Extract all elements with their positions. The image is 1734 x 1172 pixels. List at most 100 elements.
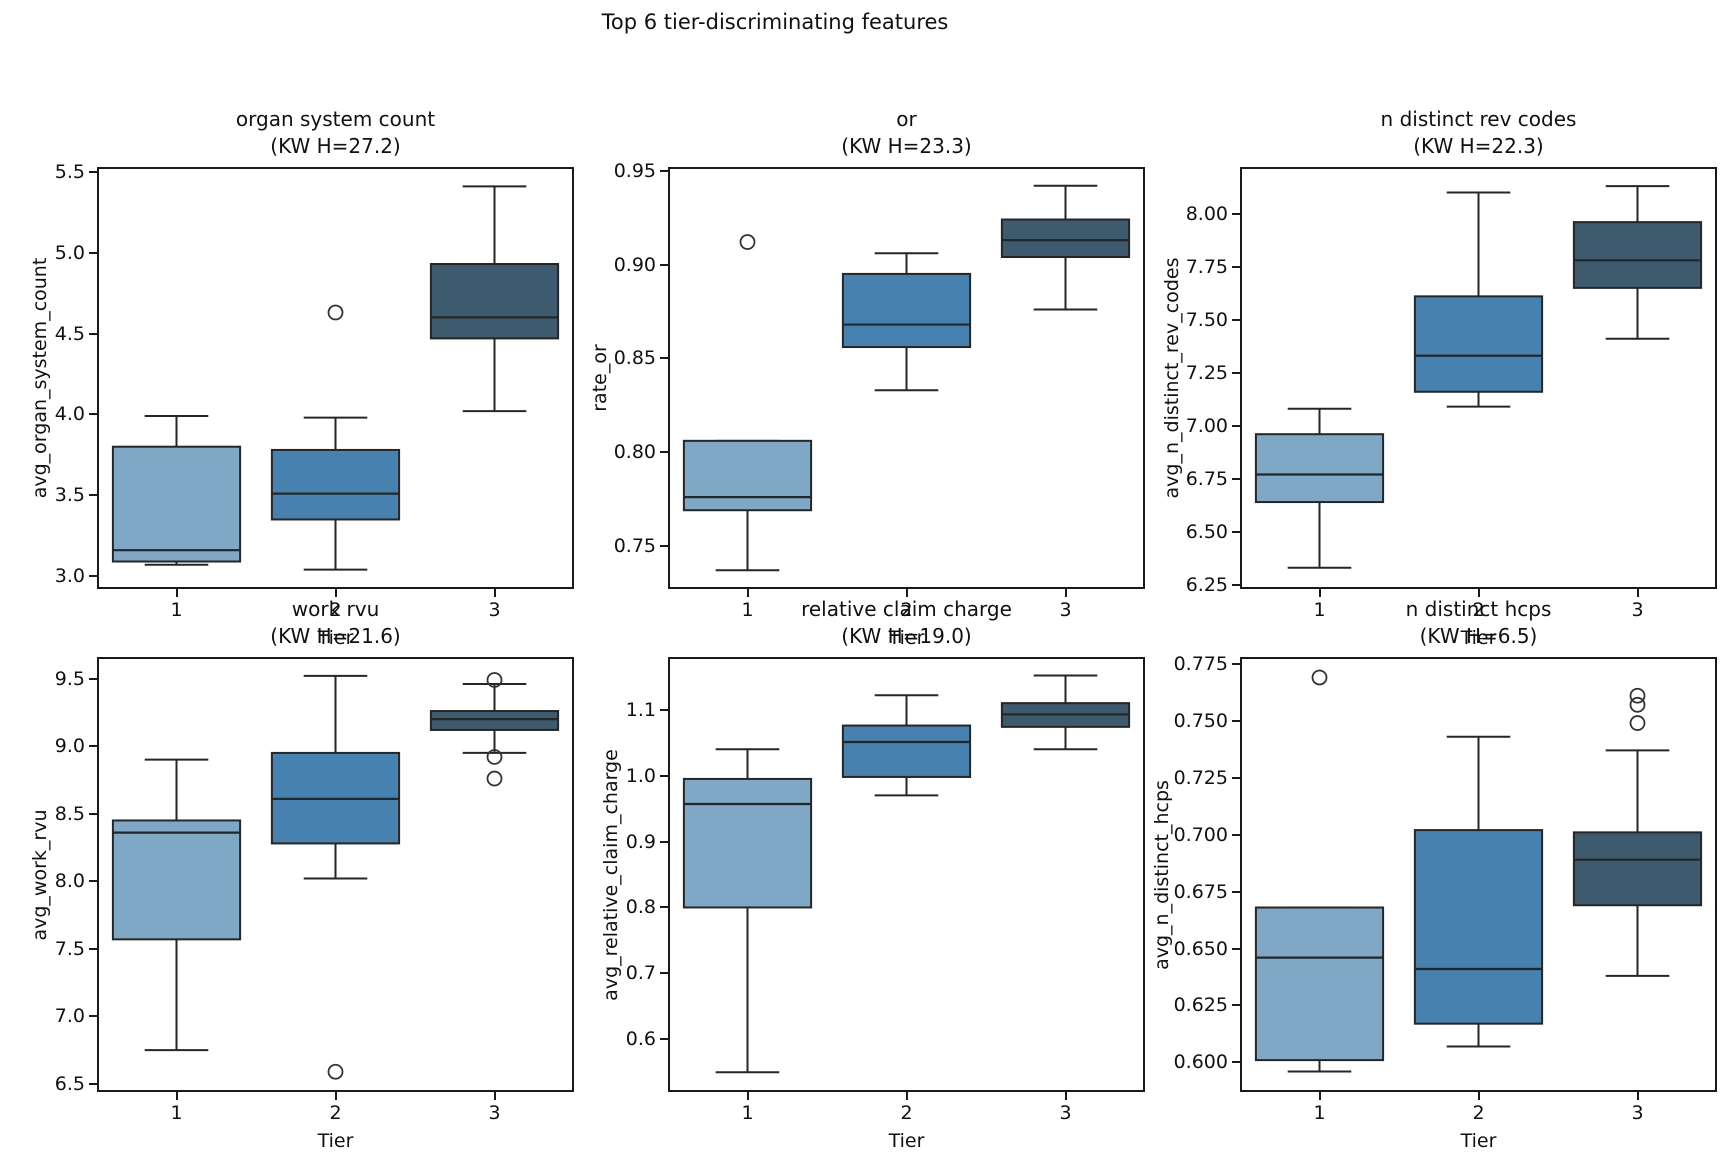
y-tick-label: 8.5: [54, 802, 85, 825]
y-tick-mark: [660, 774, 668, 777]
subplot-n-distinct-rev-codes-plot: [1240, 167, 1717, 589]
y-tick-mark: [660, 972, 668, 975]
x-tick-label: 2: [329, 599, 342, 621]
y-tick-label: 0.650: [1173, 937, 1228, 960]
boxplot-work-rvu-tier-3: [429, 672, 560, 787]
y-tick-label: 3.0: [54, 565, 85, 588]
y-tick-mark: [89, 1082, 97, 1085]
axes-frame: [668, 657, 1145, 1092]
boxplot-organ-system-count-tier-1: [111, 414, 242, 566]
x-axis-label-or: Tier: [888, 627, 925, 649]
x-tick-label: 1: [170, 1102, 183, 1124]
y-tick-label: 5.0: [54, 241, 85, 264]
subplot-subtitle-text: (KW H=27.2): [270, 134, 401, 158]
boxplot-work-rvu-tier-2: [270, 674, 401, 1080]
x-tick-label: 2: [1472, 1102, 1485, 1124]
outlier-point: [486, 749, 503, 765]
y-tick-label: 0.775: [1173, 652, 1228, 675]
y-tick-label: 0.700: [1173, 823, 1228, 846]
box-tier-3: [429, 710, 560, 731]
y-tick-mark: [660, 1038, 668, 1041]
x-tick-mark: [1636, 1092, 1639, 1100]
boxplot-relative-claim-charge-tier-1: [682, 748, 813, 1074]
y-tick-mark: [1232, 371, 1240, 374]
y-tick-label: 4.5: [54, 322, 85, 345]
y-tick-label: 6.75: [1185, 467, 1228, 490]
boxplot-relative-claim-charge-tier-3: [1000, 674, 1131, 751]
box-tier-3: [1572, 221, 1703, 289]
x-tick-mark: [175, 1092, 178, 1100]
y-tick-label: 7.5: [54, 937, 85, 960]
y-tick-label: 9.5: [54, 667, 85, 690]
x-tick-label: 2: [900, 1102, 913, 1124]
y-tick-label: 0.80: [613, 441, 656, 464]
y-tick-label: 8.00: [1185, 202, 1228, 225]
y-tick-mark: [89, 332, 97, 335]
y-tick-mark: [1232, 1004, 1240, 1007]
subplot-title-text: organ system count: [235, 107, 436, 131]
y-tick-mark: [1232, 318, 1240, 321]
box-tier-1: [111, 819, 242, 941]
y-tick-mark: [660, 544, 668, 547]
outlier-point: [1629, 687, 1646, 704]
boxplot-n-distinct-hcps-tier-1: [1254, 669, 1385, 1073]
outlier-point: [486, 672, 503, 688]
y-tick-label: 0.9: [625, 830, 656, 853]
x-tick-label: 3: [1631, 599, 1644, 621]
y-tick-mark: [1232, 833, 1240, 836]
boxplot-n-distinct-rev-codes-tier-1: [1254, 407, 1385, 569]
y-tick-label: 0.85: [613, 347, 656, 370]
subplot-title-text: work rvu: [291, 597, 380, 621]
x-tick-mark: [746, 1092, 749, 1100]
x-tick-label: 3: [1631, 1102, 1644, 1124]
box-tier-1: [682, 439, 813, 512]
subplot-or-plot: [668, 167, 1145, 589]
outlier-point: [1629, 696, 1646, 713]
subplot-subtitle-text: (KW H=19.0): [841, 624, 972, 648]
y-tick-mark: [89, 251, 97, 254]
box-tier-3: [429, 263, 560, 340]
y-tick-mark: [660, 357, 668, 360]
y-tick-mark: [1232, 776, 1240, 779]
y-tick-label: 0.8: [625, 896, 656, 919]
y-tick-mark: [660, 708, 668, 711]
x-tick-label: 1: [741, 599, 754, 621]
y-tick-mark: [89, 170, 97, 173]
subplot-subtitle-text: (KW H=6.5): [1419, 624, 1538, 648]
y-axis-label-n-distinct-rev-codes: avg_n_distinct_rev_codes: [1161, 257, 1183, 499]
y-tick-label: 0.600: [1173, 1051, 1228, 1074]
x-axis-label-relative-claim-charge: Tier: [888, 1130, 925, 1152]
outlier-point: [327, 1063, 344, 1080]
y-tick-label: 4.0: [54, 403, 85, 426]
y-tick-label: 6.25: [1185, 573, 1228, 596]
boxplot-n-distinct-rev-codes-tier-3: [1572, 185, 1703, 340]
axes-frame: [97, 167, 574, 589]
y-tick-label: 3.5: [54, 484, 85, 507]
subplot-title-organ-system-count: organ system count (KW H=27.2): [236, 106, 435, 160]
x-tick-mark: [1318, 589, 1321, 597]
y-tick-mark: [660, 906, 668, 909]
subplot-title-text: or: [896, 107, 917, 131]
y-axis-label-work-rvu: avg_work_rvu: [28, 808, 51, 941]
x-tick-mark: [493, 589, 496, 597]
x-tick-label: 1: [170, 599, 183, 621]
subplot-title-text: relative claim charge: [801, 597, 1012, 621]
y-tick-label: 0.95: [613, 159, 656, 182]
box-tier-2: [841, 272, 972, 349]
y-axis-label-organ-system-count: avg_organ_system_count: [28, 257, 51, 499]
y-tick-mark: [1232, 947, 1240, 950]
y-tick-label: 5.5: [54, 160, 85, 183]
outlier-point: [327, 304, 344, 321]
y-tick-mark: [89, 745, 97, 748]
x-tick-label: 2: [329, 1102, 342, 1124]
box-tier-2: [270, 448, 401, 521]
y-tick-mark: [1232, 662, 1240, 665]
box-tier-2: [1413, 829, 1544, 1025]
y-tick-label: 0.75: [613, 534, 656, 557]
y-tick-label: 7.25: [1185, 361, 1228, 384]
boxplot-or-tier-2: [841, 252, 972, 392]
x-axis-label-work-rvu: Tier: [317, 1130, 354, 1152]
axes-frame: [97, 657, 574, 1092]
x-tick-label: 1: [1313, 599, 1326, 621]
x-axis-label-n-distinct-rev-codes: Tier: [1460, 627, 1497, 649]
